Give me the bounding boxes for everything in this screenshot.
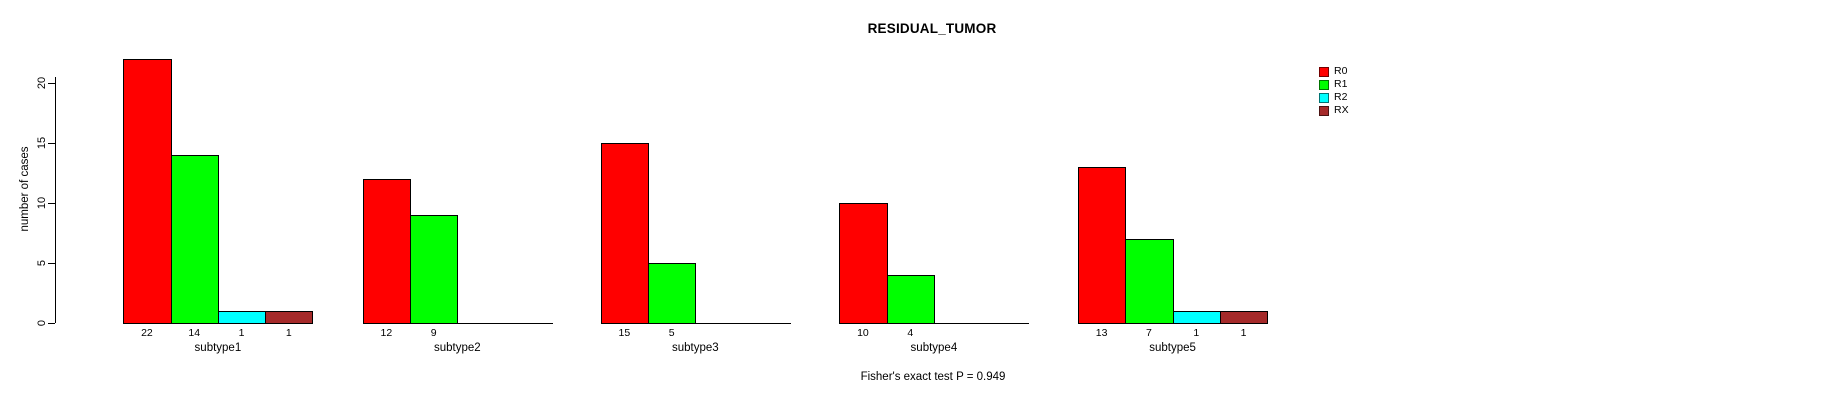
y-tick-label: 5 xyxy=(36,259,48,267)
legend-swatch-r2-icon xyxy=(1319,92,1329,103)
bar-rx xyxy=(1219,311,1269,324)
bar-value-label: 15 xyxy=(618,327,631,339)
bar-value-label: 10 xyxy=(857,327,869,339)
y-tick-mark xyxy=(48,263,55,264)
bar-r0 xyxy=(123,59,172,324)
legend-entry-r2: R2 xyxy=(1319,92,1349,103)
bar-value-label: 7 xyxy=(1146,327,1152,339)
bar-r0 xyxy=(600,143,649,324)
bar-rx xyxy=(265,311,314,324)
y-axis-title: number of cases xyxy=(19,146,31,232)
bar-r0 xyxy=(1078,167,1127,324)
legend-entry-r1: R1 xyxy=(1319,79,1349,90)
chart-title: RESIDUAL_TUMOR xyxy=(867,21,997,36)
bar-r2 xyxy=(217,311,267,324)
bar-value-label: 1 xyxy=(1240,327,1247,339)
bar-value-label: 14 xyxy=(188,327,201,339)
legend-label: R1 xyxy=(1334,78,1348,90)
y-tick-label: 20 xyxy=(36,76,48,90)
legend-entry-r0: R0 xyxy=(1319,66,1349,77)
bar-r1 xyxy=(648,263,697,324)
legend: R0 R1 R2 RX xyxy=(1319,66,1349,116)
bar-r2 xyxy=(1172,311,1221,324)
bar-value-label: 12 xyxy=(380,327,393,339)
category-label-subtype3: subtype3 xyxy=(671,342,719,354)
category-label-subtype5: subtype5 xyxy=(1149,342,1196,354)
bar-r1 xyxy=(170,155,219,324)
bar-value-label: 1 xyxy=(1193,327,1200,339)
legend-swatch-rx-icon xyxy=(1319,105,1329,116)
bar-value-label: 4 xyxy=(907,327,914,339)
bar-value-label: 1 xyxy=(238,327,245,339)
y-tick-label: 10 xyxy=(36,196,48,210)
bar-value-label: 1 xyxy=(285,327,292,339)
category-label-subtype1: subtype1 xyxy=(194,342,242,354)
bar-r0 xyxy=(839,203,888,324)
legend-label: RX xyxy=(1334,104,1349,116)
category-label-subtype4: subtype4 xyxy=(910,342,958,354)
bar-value-label: 22 xyxy=(141,327,153,339)
legend-label: R2 xyxy=(1334,91,1348,103)
bar-value-label: 5 xyxy=(668,327,675,339)
bar-r1 xyxy=(410,215,459,324)
y-tick-mark xyxy=(48,323,55,324)
y-tick-label: 0 xyxy=(36,319,48,327)
legend-entry-rx: RX xyxy=(1319,105,1349,116)
legend-swatch-r1-icon xyxy=(1319,79,1329,90)
y-axis-line xyxy=(55,77,56,323)
bar-r0 xyxy=(362,179,411,324)
bar-value-label: 13 xyxy=(1095,327,1108,339)
bar-value-label: 9 xyxy=(430,327,437,339)
y-tick-label: 15 xyxy=(36,136,48,150)
legend-swatch-r0-icon xyxy=(1319,66,1329,77)
legend-label: R0 xyxy=(1334,65,1348,77)
y-tick-mark xyxy=(48,203,55,204)
bar-r1 xyxy=(886,275,935,324)
category-label-subtype2: subtype2 xyxy=(433,342,481,354)
y-tick-mark xyxy=(48,83,55,84)
bar-r1 xyxy=(1125,239,1174,324)
fisher-test-note: Fisher's exact test P = 0.949 xyxy=(860,371,1006,383)
y-tick-mark xyxy=(48,143,55,144)
